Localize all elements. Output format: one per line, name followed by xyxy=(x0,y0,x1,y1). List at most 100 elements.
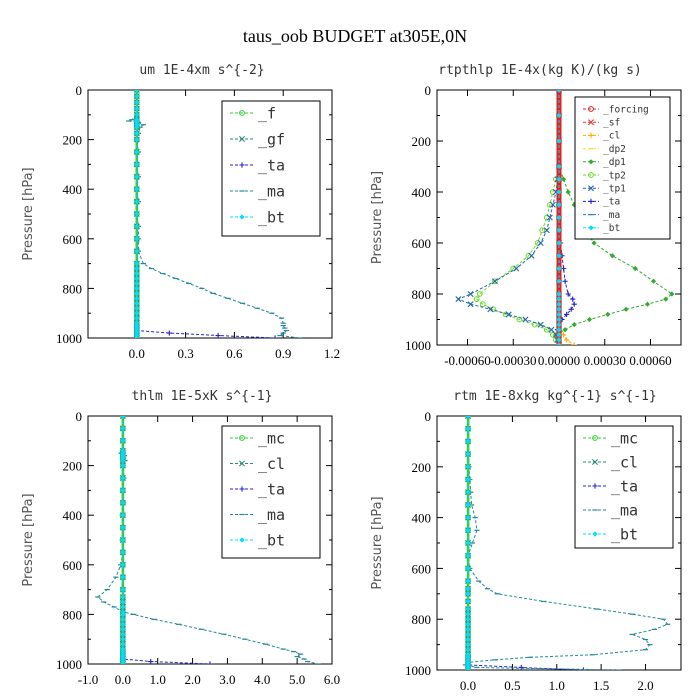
legend-marker xyxy=(239,486,245,492)
legend-label: _sf xyxy=(603,118,620,129)
data-point xyxy=(120,636,126,642)
data-point xyxy=(556,306,562,312)
data-point xyxy=(148,658,154,664)
panel-4: rtm 1E-8xkg kg^{-1} s^{-1} Pressure [hPa]… xyxy=(370,389,682,693)
data-point xyxy=(120,616,126,622)
data-point xyxy=(605,311,611,317)
data-point xyxy=(556,322,562,328)
legend-label: _cl xyxy=(603,131,620,142)
data-point xyxy=(134,275,140,282)
data-point xyxy=(537,321,544,328)
data-point xyxy=(120,594,126,600)
data-point xyxy=(556,227,562,233)
data-point xyxy=(134,149,140,155)
data-point xyxy=(556,311,562,317)
data-point xyxy=(134,124,140,130)
legend-marker xyxy=(588,106,594,112)
data-point xyxy=(556,342,562,345)
data-point xyxy=(120,611,126,617)
data-point xyxy=(548,326,555,333)
data-point xyxy=(134,285,140,291)
y-tick-label: 400 xyxy=(412,511,432,526)
legend-marker xyxy=(239,110,245,116)
legend-label: _cl xyxy=(258,455,285,473)
data-point xyxy=(120,537,126,543)
y-tick-label: 200 xyxy=(412,134,432,149)
legend-marker xyxy=(588,172,594,178)
data-point xyxy=(556,332,562,338)
y-tick-label: 800 xyxy=(412,287,432,302)
y-tick-label: 0 xyxy=(425,83,432,98)
data-point xyxy=(455,296,462,303)
legend-label: _tp2 xyxy=(603,170,626,181)
data-point xyxy=(491,278,498,285)
data-point xyxy=(207,661,213,664)
data-point xyxy=(134,112,140,118)
data-point xyxy=(539,227,546,234)
x-tick-label: 1.0 xyxy=(549,678,565,693)
data-point xyxy=(556,301,562,307)
data-point xyxy=(465,540,471,546)
figure-title: taus_oob BUDGET at305E,0N xyxy=(243,26,467,46)
x-tick-label: 0.00030 xyxy=(584,353,626,368)
y-tick-label: 0 xyxy=(76,409,83,424)
series-line-tp2 xyxy=(475,90,560,345)
x-tick-label: 1.0 xyxy=(150,672,166,687)
data-point xyxy=(465,578,471,584)
data-point xyxy=(134,290,140,296)
x-tick-label: -0.00030 xyxy=(490,353,537,368)
legend-marker xyxy=(239,162,245,168)
data-point xyxy=(134,295,140,301)
data-point xyxy=(120,416,126,419)
legend-label: _bt xyxy=(611,525,638,543)
data-point xyxy=(465,636,471,643)
data-point xyxy=(120,500,126,506)
data-point xyxy=(134,315,140,321)
y-axis-label: Pressure [hPa] xyxy=(370,496,385,589)
data-point xyxy=(120,661,126,664)
data-point xyxy=(562,327,568,333)
x-tick-label: 5.0 xyxy=(289,672,305,687)
x-tick-label: 0.9 xyxy=(275,346,291,361)
data-point xyxy=(465,426,471,432)
x-tick-label: 0.0 xyxy=(115,672,131,687)
data-point xyxy=(120,626,126,632)
data-point xyxy=(571,342,577,345)
data-point xyxy=(120,604,126,610)
data-point xyxy=(134,236,140,242)
y-tick-label: 200 xyxy=(63,133,83,148)
data-point xyxy=(556,316,562,323)
data-point xyxy=(134,223,140,229)
data-point xyxy=(465,598,471,605)
legend-label: _tp1 xyxy=(603,184,626,195)
data-point xyxy=(565,189,571,195)
data-point xyxy=(134,310,140,316)
data-point xyxy=(537,240,544,246)
data-point xyxy=(120,549,126,555)
y-tick-label: 0 xyxy=(425,409,432,424)
legend-label: _bt xyxy=(258,208,285,226)
legend-label: _ma xyxy=(611,501,638,519)
data-point xyxy=(522,316,529,323)
x-tick-label: 0.00060 xyxy=(629,353,671,368)
x-tick-label: 6.0 xyxy=(324,672,340,687)
data-point xyxy=(134,137,140,143)
data-point xyxy=(556,90,562,93)
legend-label: _bt xyxy=(258,531,285,549)
y-tick-label: 0 xyxy=(76,83,83,98)
data-point xyxy=(134,280,140,287)
data-point xyxy=(134,186,140,192)
data-point xyxy=(120,475,126,481)
data-point xyxy=(134,99,140,105)
data-point xyxy=(465,515,471,521)
data-point xyxy=(133,90,140,93)
data-point xyxy=(465,464,471,470)
series-line-ma xyxy=(464,416,669,670)
data-point xyxy=(487,306,494,313)
series-line-ma xyxy=(128,90,300,338)
data-point xyxy=(473,296,480,303)
data-point xyxy=(465,631,471,638)
x-tick-label: 4.0 xyxy=(254,672,270,687)
y-tick-label: 600 xyxy=(63,558,83,573)
